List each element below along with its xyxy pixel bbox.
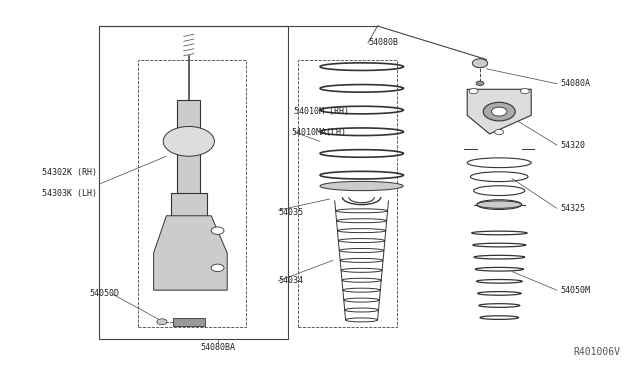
Circle shape (469, 89, 478, 94)
Circle shape (476, 81, 484, 86)
Text: 54080B: 54080B (368, 38, 398, 47)
Bar (177, 100, 200, 197)
Text: 54050M: 54050M (560, 286, 590, 295)
Bar (173, 318, 205, 326)
Circle shape (211, 264, 224, 272)
Bar (298, 60, 397, 327)
Text: 54302K (RH): 54302K (RH) (42, 169, 97, 177)
Text: 54325: 54325 (560, 204, 585, 213)
Polygon shape (467, 89, 531, 134)
Bar (171, 193, 207, 260)
Polygon shape (154, 216, 227, 290)
Text: 54303K (LH): 54303K (LH) (42, 189, 97, 198)
Text: 54050D: 54050D (90, 289, 120, 298)
Text: 54320: 54320 (560, 141, 585, 150)
Circle shape (472, 59, 488, 68)
Bar (99, 26, 288, 339)
Circle shape (483, 102, 515, 121)
Text: 54034: 54034 (278, 276, 303, 285)
Text: 54080A: 54080A (560, 79, 590, 88)
Text: 54035: 54035 (278, 208, 303, 217)
Circle shape (492, 107, 507, 116)
Text: 54080BA: 54080BA (200, 343, 235, 352)
Ellipse shape (320, 182, 403, 191)
Circle shape (157, 319, 167, 325)
Circle shape (520, 89, 529, 94)
Bar (138, 60, 246, 327)
Text: R401006V: R401006V (574, 347, 621, 357)
Circle shape (211, 227, 224, 234)
Ellipse shape (477, 201, 522, 208)
Circle shape (495, 129, 504, 135)
Text: 54010MA(LH): 54010MA(LH) (291, 128, 346, 137)
Circle shape (163, 126, 214, 156)
Text: 54010M (RH): 54010M (RH) (294, 107, 349, 116)
